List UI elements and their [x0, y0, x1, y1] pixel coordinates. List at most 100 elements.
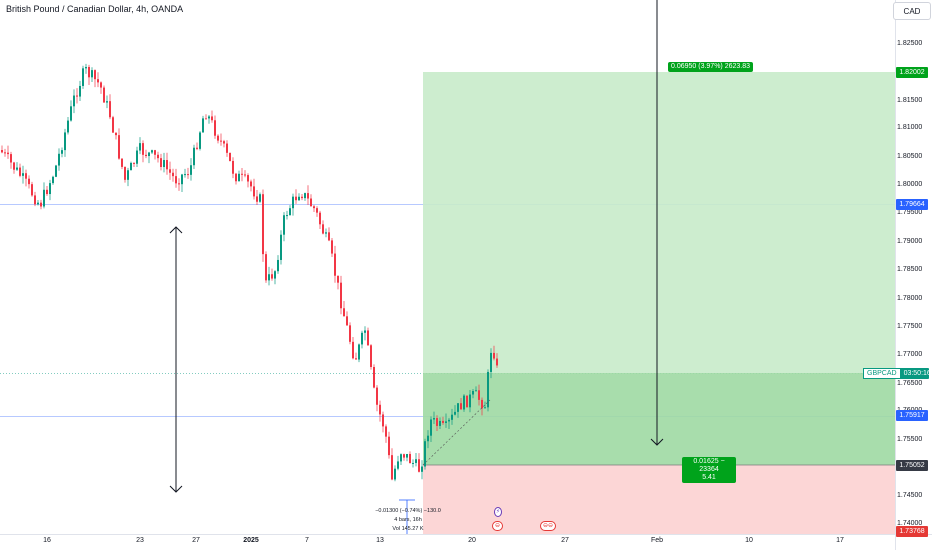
candle-body [22, 173, 24, 176]
candle-body [361, 332, 363, 345]
price-badge-level-upper: 1.79664 [896, 199, 928, 210]
trend-line [422, 399, 491, 466]
measure-volume: Vol 145.27 K [392, 526, 424, 532]
candle-body [478, 390, 480, 400]
candle-body [145, 154, 147, 157]
candle-body [214, 120, 216, 136]
candle-body [358, 344, 360, 360]
down-arrow-drawing[interactable] [650, 0, 664, 446]
candle-body [460, 403, 462, 410]
candle-body [85, 67, 87, 69]
candle-body [211, 116, 213, 121]
currency-button[interactable]: CAD [893, 2, 931, 20]
candle-body [427, 435, 429, 442]
candle-body [253, 186, 255, 197]
candle-body [385, 426, 387, 437]
candle-body [4, 152, 6, 154]
candle-body [118, 135, 120, 159]
time-tick: 7 [305, 537, 309, 544]
time-tick: 27 [561, 537, 569, 544]
candle-body [7, 152, 9, 155]
candle-body [454, 411, 456, 415]
target-label[interactable]: 0.06950 (3.97%) 2623.83 [668, 62, 754, 72]
candle-body [208, 116, 210, 119]
economic-event-icon[interactable]: ⊖⊖ [540, 521, 557, 531]
time-tick: 27 [192, 537, 200, 544]
candle-body [247, 175, 249, 182]
candle-body [55, 165, 57, 177]
candle-body [487, 371, 489, 408]
candle-body [43, 189, 45, 207]
entry-label-line2: 5.41 [702, 474, 716, 481]
entry-label[interactable]: 0.01625 − 23364 5.41 [682, 457, 736, 483]
candle-body [409, 453, 411, 464]
candle-body [271, 274, 273, 279]
candle-body [421, 466, 423, 472]
price-tick: 1.79500 [897, 209, 923, 216]
candle-body [463, 395, 465, 410]
price-tick: 1.76500 [897, 380, 923, 387]
price-tick: 1.78500 [897, 266, 923, 273]
price-badge-stop: 1.73768 [896, 526, 928, 537]
candle-body [331, 240, 333, 254]
candle-body [394, 468, 396, 480]
price-tick: 1.78000 [897, 295, 923, 302]
price-tick: 1.75500 [897, 436, 923, 443]
candle-body [37, 202, 39, 205]
lightning-event-icon[interactable]: ⚡ [494, 507, 502, 517]
candle-body [406, 453, 408, 458]
candle-body [481, 399, 483, 409]
candle-body [397, 461, 399, 469]
candle-body [442, 420, 444, 423]
candle-body [457, 403, 459, 412]
candle-body [244, 174, 246, 176]
candle-body [496, 358, 498, 366]
measure-tool[interactable] [399, 499, 415, 535]
candle-body [52, 176, 54, 184]
profit-zone-filled[interactable] [423, 373, 895, 465]
candle-body [124, 166, 126, 180]
candle-body [13, 162, 15, 170]
candle-body [337, 275, 339, 283]
candle-body [466, 395, 468, 408]
candle-body [490, 352, 492, 372]
candle-body [376, 387, 378, 405]
candle-body [262, 194, 264, 255]
candle-body [445, 421, 447, 423]
economic-event-icon[interactable]: ⊖ [492, 521, 504, 531]
candle-body [274, 271, 276, 279]
candle-body [10, 154, 12, 163]
candle-body [229, 152, 231, 161]
candle-body [238, 173, 240, 182]
price-tick: 1.79000 [897, 238, 923, 245]
candle-body [451, 414, 453, 420]
candle-body [322, 224, 324, 234]
candle-body [379, 404, 381, 415]
candle-body [400, 454, 402, 462]
price-badge-level-lower: 1.75917 [896, 410, 928, 421]
target-zone[interactable] [423, 72, 895, 373]
candle-body [232, 160, 234, 174]
candle-body [316, 208, 318, 213]
candle-body [367, 330, 369, 346]
candle-body [121, 158, 123, 167]
candle-body [175, 176, 177, 184]
candle-body [448, 419, 450, 422]
candle-body [16, 167, 18, 170]
candle-body [76, 95, 78, 97]
double-arrow-drawing[interactable] [169, 226, 183, 493]
candle-body [181, 174, 183, 185]
time-tick: 13 [376, 537, 384, 544]
candle-body [352, 341, 354, 359]
candle-body [469, 394, 471, 408]
candle-body [493, 352, 495, 359]
candle-body [67, 120, 69, 133]
symbol-label: GBPCAD [863, 368, 901, 379]
candle-body [115, 132, 117, 136]
candle-body [58, 153, 60, 166]
candle-body [199, 132, 201, 149]
candle-body [73, 95, 75, 107]
candle-body [334, 253, 336, 276]
candle-body [415, 459, 417, 463]
